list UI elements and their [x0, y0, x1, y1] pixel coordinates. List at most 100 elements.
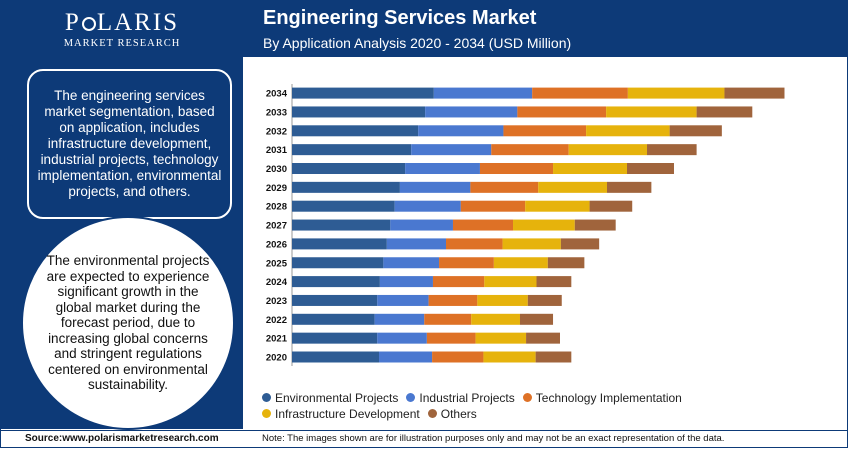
bar-segment [411, 144, 492, 156]
legend-label: Industrial Projects [419, 391, 515, 405]
bar-segment [292, 276, 380, 288]
bar-segment [589, 200, 633, 212]
legend-label: Infrastructure Development [275, 407, 420, 421]
bar-segment [574, 219, 616, 231]
bar-segment [647, 144, 697, 156]
brand-logo: P LARIS MARKET RESEARCH [1, 7, 243, 59]
highlight-text: The environmental projects are expected … [46, 253, 210, 393]
bar-segment [547, 257, 585, 269]
bar-segment [568, 144, 648, 156]
legend-item: Infrastructure Development [262, 406, 420, 422]
bar-segment [471, 313, 520, 325]
y-tick-label: 2028 [266, 202, 287, 213]
bar-segment [452, 219, 514, 231]
y-tick-label: 2026 [266, 239, 287, 250]
legend-swatch-icon [262, 409, 271, 418]
bar-segment [484, 276, 537, 288]
summary-box: The engineering services market segmenta… [27, 69, 232, 219]
bar-segment [475, 332, 527, 344]
legend-swatch-icon [522, 393, 532, 402]
bar-segment [532, 87, 628, 99]
source-text: Source:www.polarismarketresearch.com [25, 433, 219, 444]
bar-segment [292, 332, 378, 344]
y-tick-label: 2022 [266, 315, 287, 326]
bar-segment [292, 144, 412, 156]
bar-segment [425, 106, 518, 118]
note-text: Note: The images shown are for illustrat… [262, 433, 725, 444]
highlight-circle: The environmental projects are expected … [21, 216, 235, 430]
bar-segment [292, 106, 426, 118]
bar-segment [560, 238, 600, 250]
bar-segment [374, 313, 425, 325]
bar-segment [525, 200, 590, 212]
bar-segment [383, 257, 440, 269]
bar-segment [724, 87, 785, 99]
legend-item: Environmental Projects [262, 390, 398, 406]
legend-swatch-icon [406, 393, 416, 402]
chart-header: Engineering Services Market By Applicati… [243, 1, 847, 57]
bar-segment [519, 313, 554, 325]
bar-segment [377, 294, 429, 306]
bar-segment [292, 200, 395, 212]
bar-segment [405, 163, 480, 174]
bar-segment [439, 257, 494, 269]
legend-item: Technology Implementation [522, 390, 682, 406]
chart-subtitle: By Application Analysis 2020 - 2034 (USD… [263, 35, 572, 51]
brand-name: P LARIS [64, 9, 180, 36]
bar-segment [483, 351, 536, 363]
bar-segment [493, 257, 548, 269]
compass-icon [81, 17, 96, 31]
bar-segment [432, 351, 484, 363]
bar-segment [386, 238, 447, 250]
bar-segment [606, 181, 652, 193]
bar-segment [428, 294, 478, 306]
y-tick-label: 2033 [266, 107, 287, 118]
bar-segment [379, 276, 433, 288]
left-panel: P LARIS MARKET RESEARCH The engineering s… [1, 1, 243, 430]
bar-segment [292, 238, 387, 250]
chart-legend: Environmental Projects Industrial Project… [262, 390, 847, 422]
bar-segment [292, 87, 434, 99]
bar-segment [418, 125, 504, 137]
legend-swatch-icon [427, 409, 437, 418]
bar-segment [292, 181, 400, 193]
bar-segment [606, 106, 697, 118]
bar-segment [292, 219, 391, 231]
bar-segment [517, 106, 607, 118]
bar-segment [536, 276, 572, 288]
bar-segment [627, 163, 674, 174]
y-tick-label: 2034 [266, 89, 288, 100]
bar-segment [479, 163, 554, 174]
y-tick-label: 2027 [266, 221, 287, 232]
bar-segment [477, 294, 528, 306]
y-tick-label: 2024 [266, 277, 288, 288]
bar-segment [377, 332, 427, 344]
legend-label: Others [440, 407, 477, 421]
bar-segment [292, 351, 380, 363]
bar-segment [292, 313, 375, 325]
bar-segment [394, 200, 461, 212]
bar-segment [292, 163, 406, 174]
legend-swatch-icon [262, 393, 271, 402]
bar-segment [292, 294, 378, 306]
y-tick-label: 2025 [266, 258, 288, 269]
bar-segment [503, 125, 587, 137]
summary-text: The engineering services market segmenta… [37, 88, 222, 199]
y-tick-label: 2032 [266, 126, 287, 137]
bar-segment [292, 125, 419, 137]
bar-segment [535, 351, 572, 363]
legend-label: Environmental Projects [275, 391, 399, 405]
y-tick-label: 2031 [266, 145, 288, 156]
bar-segment [627, 87, 725, 99]
legend-item: Industrial Projects [406, 390, 515, 406]
y-tick-label: 2030 [266, 164, 287, 175]
bar-segment [426, 332, 476, 344]
bar-segment [399, 181, 471, 193]
stacked-bar-chart: 2020 2021 2022 2023 2024 2025 2026 2027 2028 2029… [266, 84, 785, 366]
bar-segment [553, 163, 627, 174]
y-tick-label: 2023 [266, 296, 287, 307]
bar-segment [491, 144, 569, 156]
bar-segment [424, 313, 472, 325]
y-tick-label: 2021 [266, 334, 288, 345]
